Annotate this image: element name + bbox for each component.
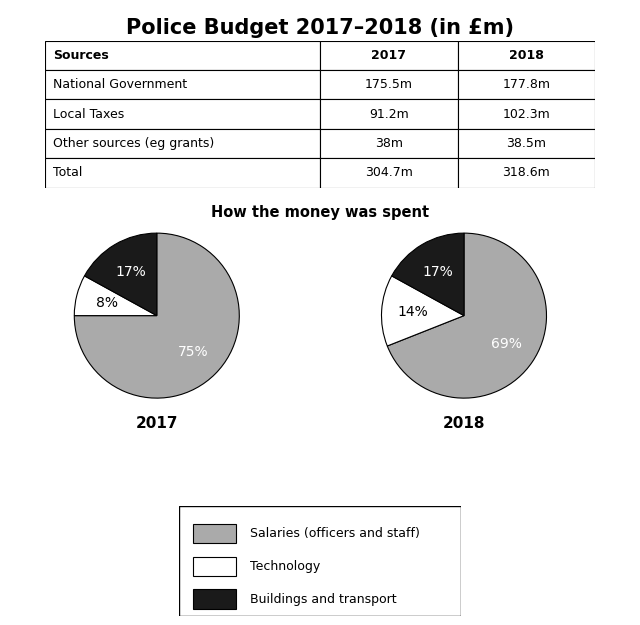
Bar bbox=[193, 524, 236, 543]
Wedge shape bbox=[74, 276, 157, 316]
Bar bbox=[45, 41, 320, 70]
Text: 102.3m: 102.3m bbox=[502, 107, 550, 121]
Bar bbox=[458, 129, 595, 158]
Wedge shape bbox=[387, 233, 547, 398]
Text: 69%: 69% bbox=[491, 338, 522, 351]
Text: Total: Total bbox=[53, 166, 83, 179]
Bar bbox=[193, 556, 236, 576]
Text: How the money was spent: How the money was spent bbox=[211, 205, 429, 220]
Bar bbox=[45, 70, 320, 99]
Text: 2018: 2018 bbox=[509, 49, 544, 62]
Text: 38.5m: 38.5m bbox=[506, 137, 547, 150]
Text: Police Budget 2017–2018 (in £m): Police Budget 2017–2018 (in £m) bbox=[126, 18, 514, 38]
Text: 17%: 17% bbox=[422, 264, 453, 279]
Bar bbox=[320, 70, 458, 99]
Text: Buildings and transport: Buildings and transport bbox=[250, 592, 396, 606]
Bar bbox=[458, 41, 595, 70]
Wedge shape bbox=[381, 276, 464, 346]
Bar bbox=[320, 99, 458, 129]
Text: 2018: 2018 bbox=[443, 416, 485, 431]
Bar bbox=[458, 158, 595, 188]
Bar bbox=[458, 99, 595, 129]
Text: Salaries (officers and staff): Salaries (officers and staff) bbox=[250, 527, 419, 540]
Bar bbox=[320, 129, 458, 158]
Bar bbox=[193, 589, 236, 609]
Bar bbox=[45, 158, 320, 188]
Bar bbox=[320, 41, 458, 70]
Text: 17%: 17% bbox=[115, 264, 146, 279]
Text: 2017: 2017 bbox=[371, 49, 406, 62]
Bar bbox=[320, 158, 458, 188]
Wedge shape bbox=[74, 233, 239, 398]
Bar bbox=[45, 129, 320, 158]
Text: 175.5m: 175.5m bbox=[365, 78, 413, 91]
Text: 2017: 2017 bbox=[136, 416, 178, 431]
Text: 14%: 14% bbox=[397, 306, 428, 319]
Bar bbox=[45, 99, 320, 129]
Text: Other sources (eg grants): Other sources (eg grants) bbox=[53, 137, 214, 150]
Text: 318.6m: 318.6m bbox=[502, 166, 550, 179]
Text: 304.7m: 304.7m bbox=[365, 166, 413, 179]
Text: 8%: 8% bbox=[96, 296, 118, 310]
Text: National Government: National Government bbox=[53, 78, 187, 91]
Text: 38m: 38m bbox=[375, 137, 403, 150]
Text: Local Taxes: Local Taxes bbox=[53, 107, 124, 121]
Text: 75%: 75% bbox=[178, 345, 208, 359]
Wedge shape bbox=[392, 233, 464, 316]
Bar bbox=[458, 70, 595, 99]
Text: Sources: Sources bbox=[53, 49, 109, 62]
Text: 177.8m: 177.8m bbox=[502, 78, 550, 91]
Wedge shape bbox=[84, 233, 157, 316]
Text: Technology: Technology bbox=[250, 560, 320, 573]
Text: 91.2m: 91.2m bbox=[369, 107, 409, 121]
